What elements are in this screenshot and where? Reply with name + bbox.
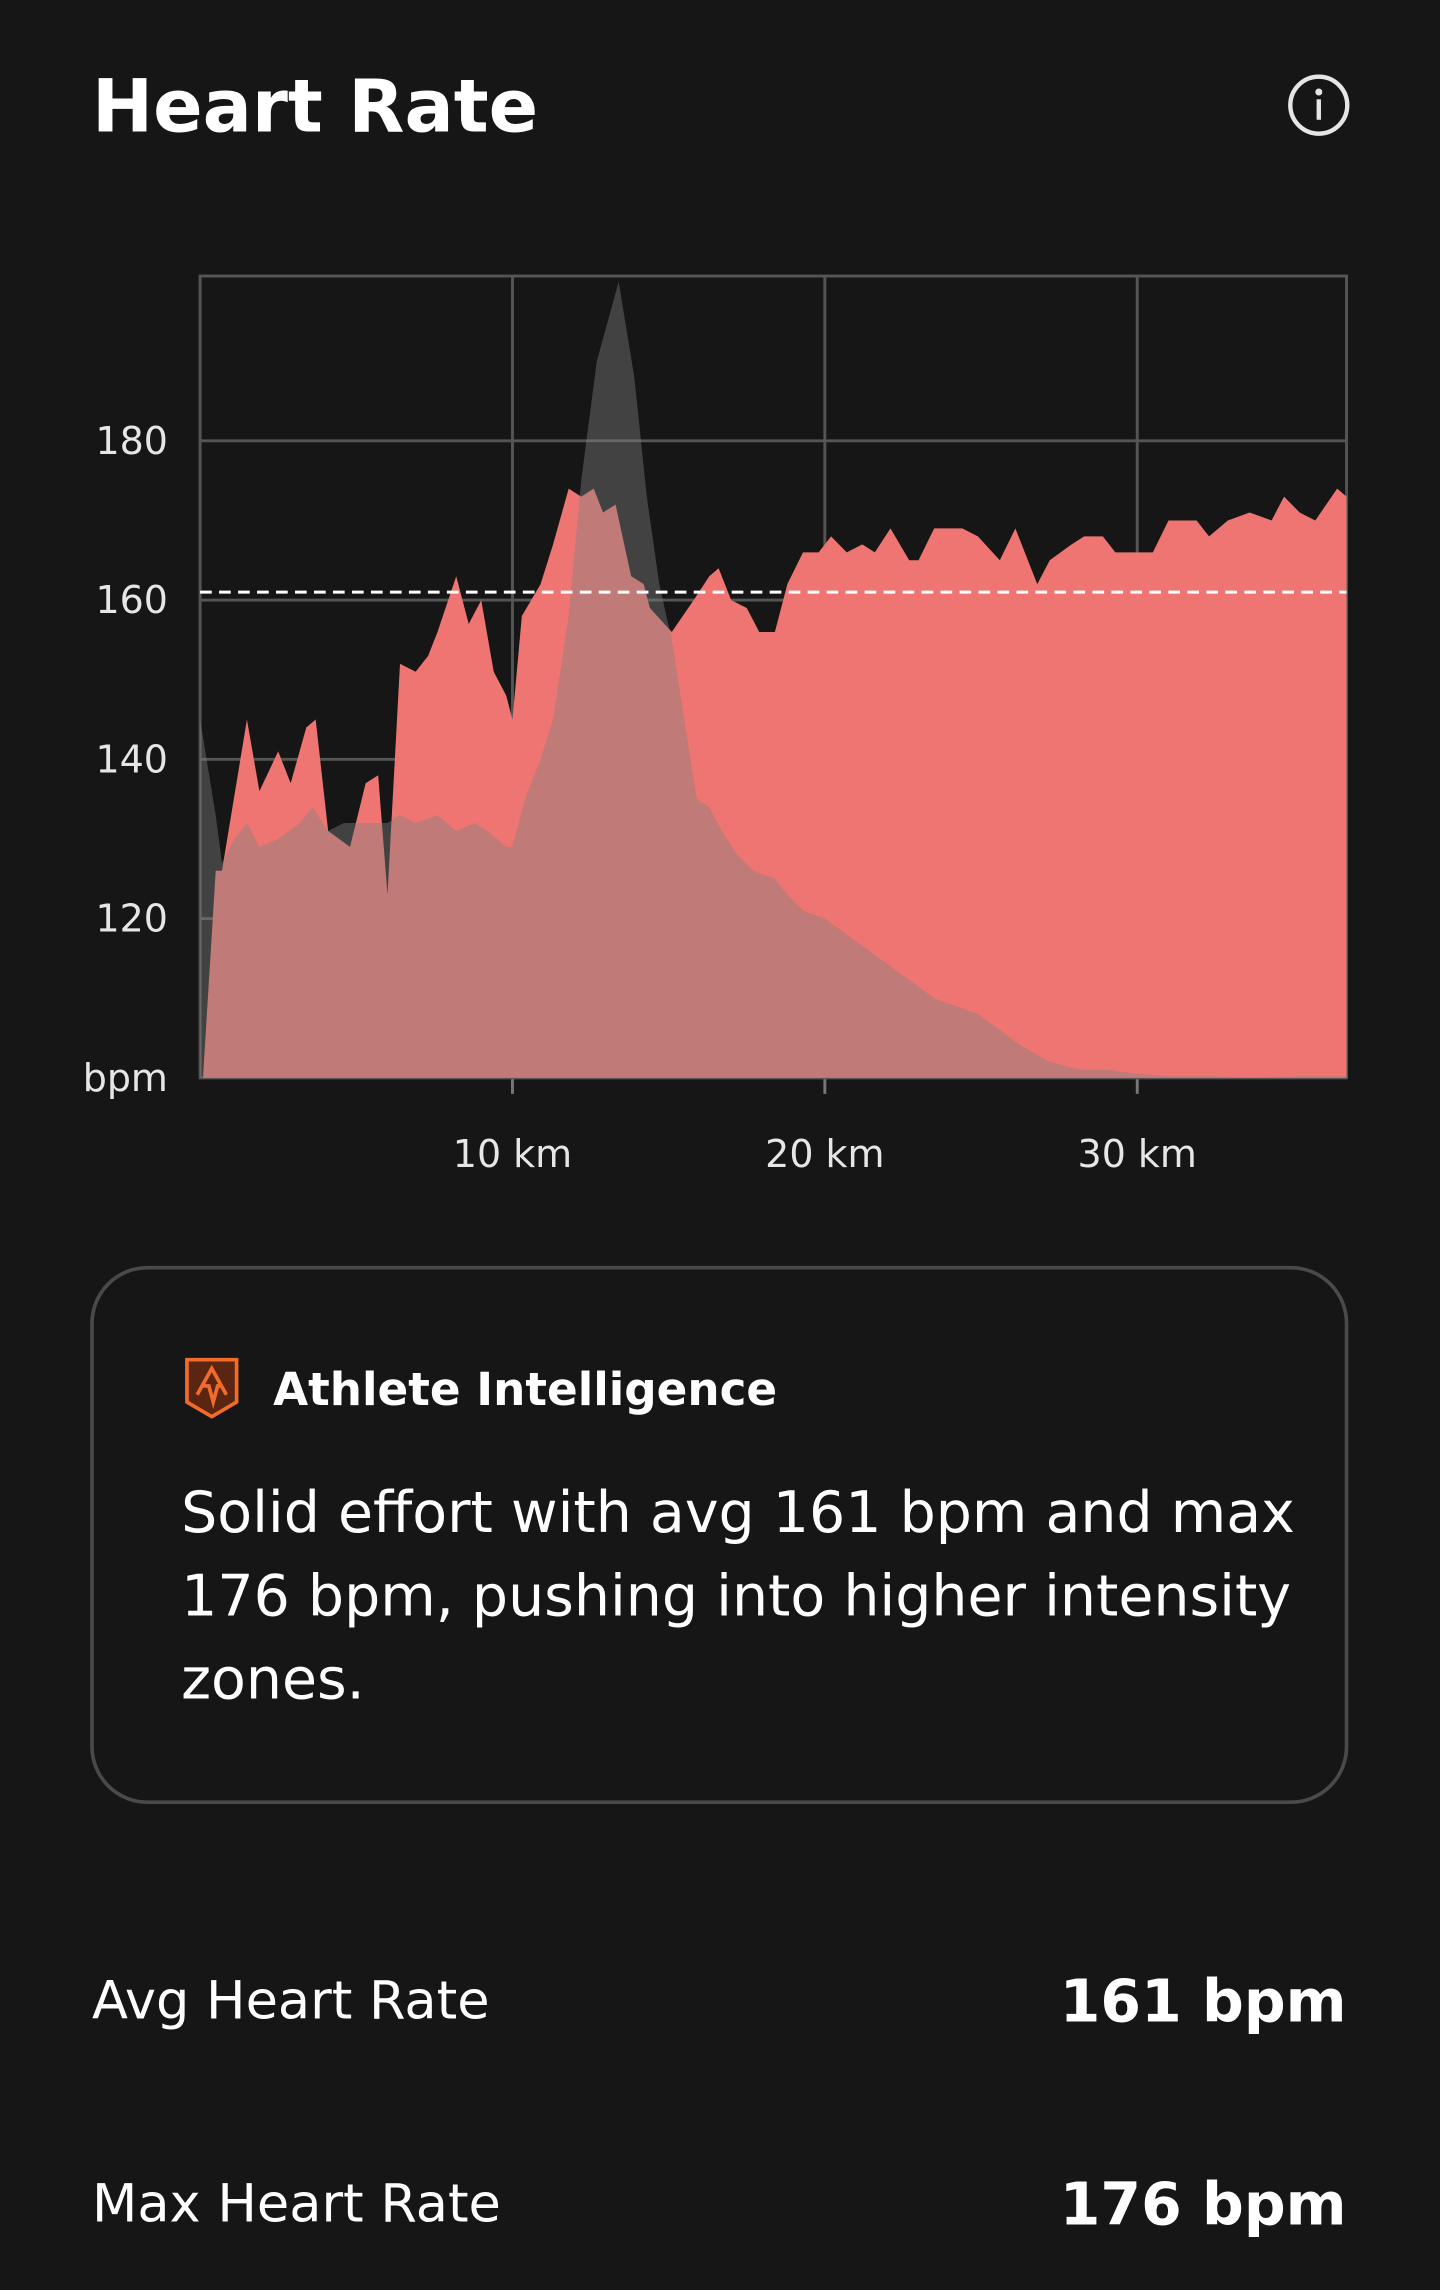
stat-label: Max Heart Rate (92, 2173, 501, 2234)
insight-text: Solid effort with avg 161 bpm and max 17… (181, 1480, 1295, 1714)
info-stem (1316, 99, 1321, 120)
stat-label: Avg Heart Rate (92, 1970, 490, 2031)
y-tick-label: 180 (95, 419, 167, 463)
logo-shield (185, 1357, 239, 1419)
insight-card (90, 1265, 1349, 1805)
info-button[interactable] (1288, 74, 1350, 136)
page-title: Heart Rate (92, 64, 538, 149)
info-dot (1315, 88, 1323, 96)
logo-mark (195, 1364, 228, 1409)
stat-value: 176 bpm (1060, 2170, 1347, 2238)
hr-area (200, 281, 1347, 1078)
y-tick-label: 140 (95, 737, 167, 781)
chart: bpm 120 140 160 180 10 km 20 km 30 km (83, 274, 1348, 1176)
insight-text-box: Solid effort with avg 161 bpm and max 17… (181, 1480, 1295, 1714)
stat-value: 161 bpm (1060, 1967, 1347, 2035)
hr-area (203, 488, 1347, 1078)
x-tick-label: 20 km (765, 1132, 884, 1176)
y-tick-label: 120 (95, 897, 167, 941)
info-icon[interactable] (1288, 74, 1350, 136)
y-tick-label: bpm (83, 1056, 168, 1100)
x-tick-label: 30 km (1078, 1132, 1197, 1176)
insight-title: Athlete Intelligence (273, 1363, 777, 1416)
y-tick-label: 160 (95, 578, 167, 622)
x-tick-label: 10 km (453, 1132, 572, 1176)
ai-logo (185, 1357, 239, 1419)
